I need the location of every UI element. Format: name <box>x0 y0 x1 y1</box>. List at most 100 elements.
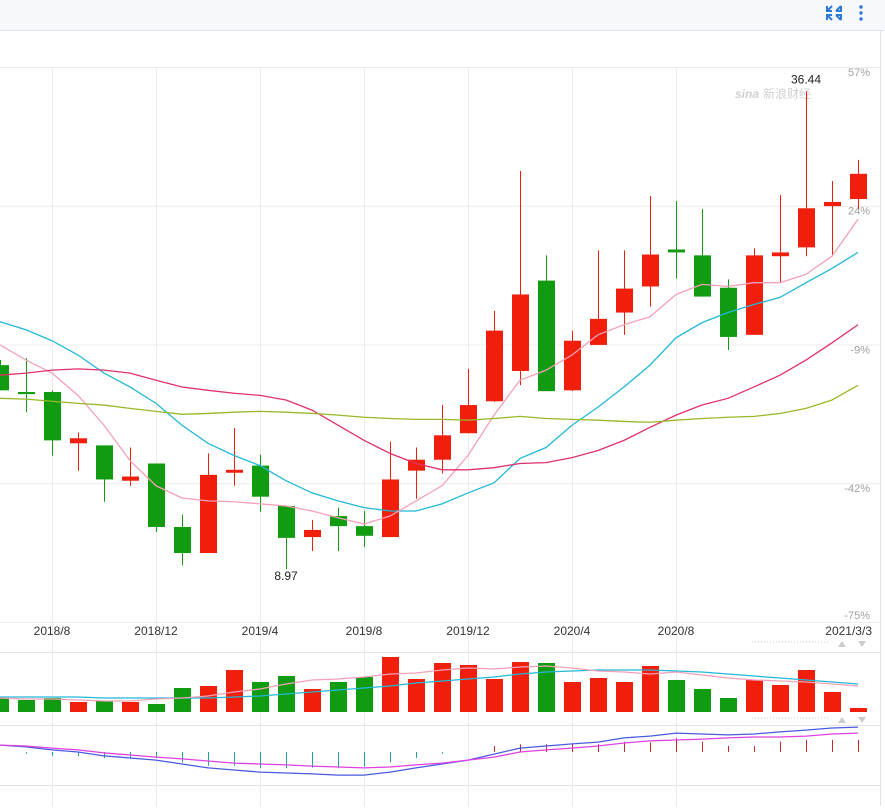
volume-bar <box>694 689 711 712</box>
max-annotation: 36.44 <box>791 73 821 87</box>
watermark-name: 新浪财经 <box>763 86 811 101</box>
volume-bar <box>824 692 841 712</box>
toolbar <box>0 0 885 30</box>
candle-body <box>200 474 217 554</box>
ma-line <box>0 732 859 769</box>
candle-body <box>486 330 503 402</box>
menu-button[interactable] <box>859 5 863 21</box>
volume-bar <box>642 666 659 712</box>
collapse-button[interactable] <box>826 5 842 21</box>
x-tick-label: 2021/3/3 <box>825 624 872 638</box>
volume-bar <box>460 665 477 712</box>
volume-bar <box>200 686 217 712</box>
x-tick-label: 2020/8 <box>658 624 695 638</box>
volume-bar <box>356 677 373 712</box>
candle-body <box>668 249 685 253</box>
x-tick-label: 2018/12 <box>134 624 178 638</box>
y-tick-label: 57% <box>848 67 870 79</box>
volume-bar <box>0 698 9 712</box>
ma-line <box>0 669 859 699</box>
volume-bar <box>720 698 737 712</box>
candle-body <box>0 365 9 391</box>
candle-body <box>772 252 789 257</box>
volume-bar <box>564 682 581 712</box>
menu-dot <box>859 17 863 21</box>
candle-body <box>18 392 35 395</box>
volume-bar <box>96 701 113 712</box>
volume-bar <box>850 708 867 712</box>
candle-body <box>252 465 269 497</box>
candle-body <box>96 445 113 480</box>
ma-line <box>0 384 859 423</box>
candle-body <box>278 505 295 538</box>
candle-body <box>564 340 581 391</box>
candle-body <box>746 255 763 335</box>
y-tick-label: -75% <box>844 610 870 622</box>
volume-bar <box>122 702 139 712</box>
x-tick-label: 2019/4 <box>242 624 279 638</box>
volume-bar <box>148 704 165 712</box>
candle-body <box>226 469 243 473</box>
volume-bar <box>772 685 789 712</box>
plot: 57% 24% -9% -42% -75% 2018/8 2018/12 2019/4 2019… <box>0 67 880 806</box>
x-tick-label: 2019/12 <box>446 624 490 638</box>
collapse-icon <box>826 5 842 21</box>
y-tick-label: 24% <box>848 206 870 218</box>
x-tick-label: 2019/8 <box>346 624 383 638</box>
y-tick-label: -9% <box>850 344 870 356</box>
x-tick-label: 2018/8 <box>34 624 71 638</box>
volume-bar <box>304 689 321 712</box>
menu-dot <box>859 11 863 15</box>
volume-bar <box>18 700 35 712</box>
candle-body <box>330 516 347 527</box>
candle-body <box>850 173 867 200</box>
candle-body <box>798 208 815 248</box>
candle-body <box>304 529 321 538</box>
volume-bar <box>70 702 87 712</box>
candle-body <box>148 463 165 527</box>
candle-body <box>382 479 399 538</box>
candle-body <box>694 255 711 297</box>
candle-body <box>538 280 555 392</box>
volume-bar <box>590 678 607 712</box>
candle-body <box>408 459 425 471</box>
volume-bar <box>434 663 451 712</box>
volume-bar <box>252 682 269 712</box>
volume-bar <box>330 682 347 712</box>
candle-body <box>434 435 451 460</box>
volume-bar <box>512 662 529 712</box>
ma-line <box>0 251 859 512</box>
candle-body <box>122 476 139 481</box>
volume-bar <box>44 698 61 712</box>
candle-body <box>174 526 191 554</box>
volume-bar <box>538 663 555 712</box>
candle-body <box>616 288 633 313</box>
volume-bar <box>798 670 815 712</box>
volume-bar <box>408 679 425 712</box>
candle-body <box>824 201 841 207</box>
volume-bar <box>174 688 191 712</box>
menu-dot <box>859 5 863 9</box>
volume-bar <box>616 682 633 712</box>
ma-line <box>0 665 859 702</box>
candle-body <box>70 438 87 444</box>
x-tick-label: 2020/4 <box>554 624 591 638</box>
volume-bar <box>668 680 685 712</box>
min-annotation: 8.97 <box>274 569 298 583</box>
candle-body <box>460 405 477 434</box>
ma-line <box>0 726 859 776</box>
watermark-brand: sina <box>735 87 759 101</box>
volume-bar <box>382 657 399 712</box>
volume-bar <box>226 670 243 712</box>
ma-line <box>0 218 859 525</box>
candle-body <box>356 526 373 536</box>
volume-bar <box>746 680 763 712</box>
volume-bar <box>486 679 503 712</box>
y-tick-label: -42% <box>844 483 870 495</box>
candle-body <box>512 294 529 371</box>
ma-line <box>0 324 859 471</box>
candle-body <box>44 392 61 441</box>
candle-body <box>642 254 659 287</box>
